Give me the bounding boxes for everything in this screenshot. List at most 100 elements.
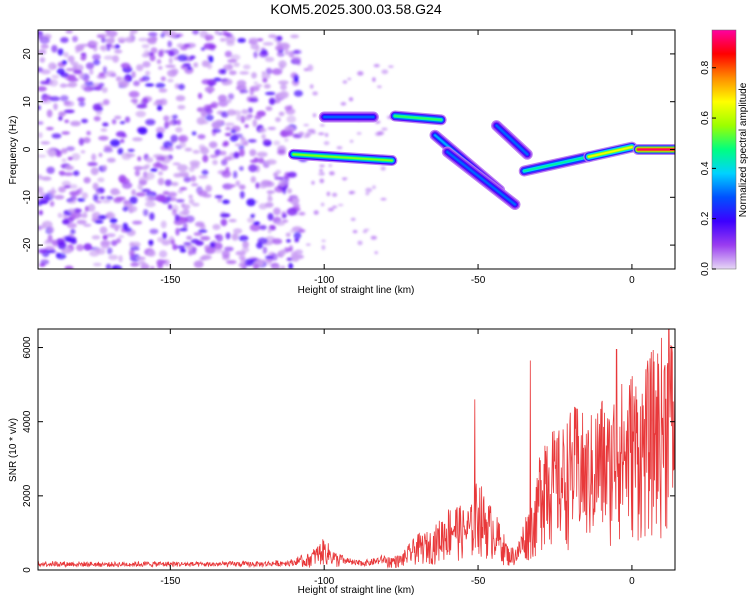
- noise-blob: [233, 228, 243, 235]
- noise-blob: [329, 171, 335, 176]
- noise-blob: [220, 111, 229, 118]
- noise-blob: [257, 38, 264, 42]
- noise-blob: [279, 249, 286, 256]
- noise-blob: [188, 194, 193, 199]
- noise-blob: [172, 244, 178, 251]
- noise-blob: [177, 189, 184, 194]
- noise-blob: [318, 132, 325, 136]
- noise-blob: [176, 245, 186, 249]
- noise-blob: [240, 258, 247, 266]
- noise-blob: [98, 215, 107, 220]
- noise-blob: [103, 147, 114, 153]
- noise-blob: [237, 38, 246, 43]
- noise-blob: [40, 44, 49, 49]
- noise-blob: [61, 158, 67, 163]
- noise-blob: [162, 232, 167, 240]
- noise-blob: [238, 235, 249, 242]
- noise-blob: [163, 115, 170, 122]
- noise-blob: [293, 74, 299, 81]
- noise-blob: [159, 98, 168, 106]
- noise-blob: [144, 172, 155, 180]
- noise-blob: [168, 57, 173, 65]
- noise-blob: [143, 49, 150, 56]
- noise-blob: [93, 59, 101, 66]
- noise-blob: [158, 66, 163, 70]
- noise-blob: [204, 86, 215, 93]
- noise-blob: [284, 138, 289, 142]
- noise-blob: [102, 164, 108, 171]
- y-tick-label: 4000: [22, 410, 33, 433]
- noise-blob: [38, 248, 48, 254]
- spectrogram-features: [287, 110, 675, 210]
- noise-blob: [192, 202, 200, 207]
- noise-blob: [214, 30, 220, 35]
- noise-blob: [234, 143, 241, 147]
- figure-title: KOM5.2025.300.03.58.G24: [270, 1, 441, 17]
- noise-blob: [49, 200, 55, 207]
- noise-blob: [206, 104, 217, 108]
- noise-blob: [288, 245, 294, 251]
- noise-blob: [102, 99, 110, 106]
- noise-blob: [109, 139, 121, 147]
- noise-blob: [108, 254, 119, 260]
- colorbar-tick-label: 0.4: [700, 161, 711, 175]
- noise-blob: [172, 208, 177, 216]
- noise-blob: [57, 48, 64, 56]
- noise-blob: [276, 41, 282, 46]
- noise-blob: [91, 235, 101, 240]
- noise-blob: [233, 170, 238, 179]
- spectrogram-feature-6: [518, 151, 595, 177]
- noise-blob: [293, 90, 303, 97]
- noise-blob: [63, 172, 74, 177]
- noise-blob: [63, 109, 75, 114]
- x-tick-label: 0: [629, 275, 635, 286]
- snr-x-ticks: -150 -100 -50 0: [160, 329, 635, 587]
- noise-blob: [357, 71, 364, 76]
- noise-blob: [249, 85, 260, 92]
- noise-blob: [38, 49, 47, 55]
- noise-blob: [288, 262, 294, 269]
- noise-blob: [167, 78, 174, 83]
- noise-blob: [227, 93, 235, 100]
- noise-blob: [311, 180, 315, 185]
- noise-blob: [244, 124, 249, 128]
- noise-blob: [265, 67, 273, 75]
- noise-blob: [150, 265, 155, 269]
- noise-blob: [298, 229, 305, 233]
- noise-blob: [224, 246, 234, 252]
- noise-blob: [176, 119, 181, 126]
- noise-blob: [189, 55, 196, 60]
- noise-blob: [107, 211, 114, 218]
- noise-blob: [118, 80, 130, 88]
- noise-blob: [319, 178, 325, 184]
- noise-blob: [165, 64, 176, 68]
- noise-blob: [98, 72, 105, 77]
- noise-blob: [221, 30, 228, 33]
- noise-blob: [117, 147, 124, 155]
- noise-blob: [66, 146, 75, 152]
- noise-blob: [235, 250, 246, 256]
- noise-blob: [64, 119, 69, 124]
- noise-blob: [261, 133, 266, 140]
- noise-blob: [214, 119, 224, 128]
- noise-blob: [262, 246, 268, 254]
- noise-blob: [222, 250, 228, 255]
- noise-blob: [365, 192, 370, 196]
- noise-blob: [144, 201, 156, 208]
- noise-blob: [262, 42, 274, 46]
- noise-blob: [247, 139, 257, 143]
- noise-blob: [303, 135, 310, 138]
- noise-blob: [280, 265, 286, 269]
- noise-blob: [119, 121, 126, 125]
- noise-blob: [321, 239, 326, 242]
- noise-blob: [69, 184, 78, 190]
- noise-blob: [137, 156, 142, 162]
- y-tick-label: 2000: [22, 484, 33, 507]
- noise-blob: [207, 63, 213, 70]
- noise-blob: [264, 56, 275, 63]
- noise-blob: [38, 105, 41, 110]
- colorbar-tick-label: 0.6: [700, 111, 711, 125]
- noise-blob: [99, 45, 106, 51]
- noise-blob: [61, 131, 70, 135]
